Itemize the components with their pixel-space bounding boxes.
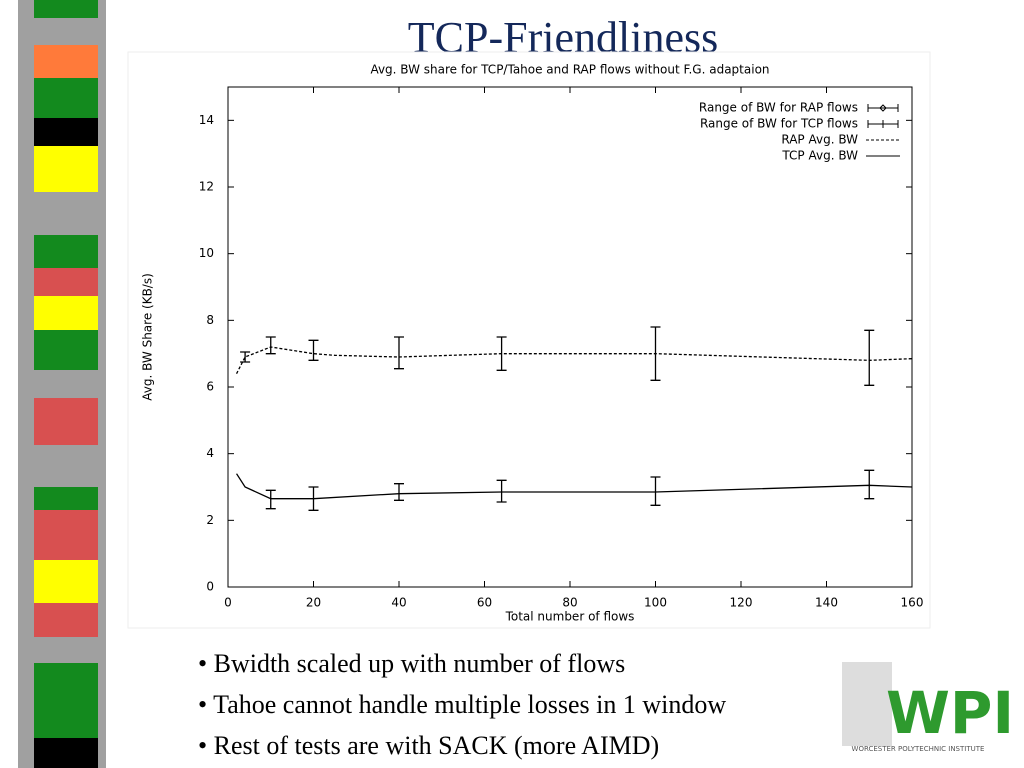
logo-mark: WPI	[886, 679, 1014, 747]
series-line	[235, 346, 913, 374]
x-tick-label: 80	[562, 596, 577, 610]
legend-label: TCP Avg. BW	[781, 149, 858, 163]
error-bar	[308, 339, 319, 361]
side-stripe	[18, 0, 106, 768]
bullet: • Bwidth scaled up with number of flows	[198, 649, 625, 678]
chart-title: Avg. BW share for TCP/Tahoe and RAP flow…	[370, 63, 769, 77]
y-tick-label: 12	[199, 180, 214, 194]
y-tick-label: 8	[206, 313, 214, 327]
x-tick-label: 100	[644, 596, 667, 610]
bullet: • Rest of tests are with SACK (more AIMD…	[198, 731, 659, 760]
logo: WPI WORCESTER POLYTECHNIC INSTITUTE	[842, 662, 1014, 753]
marker	[879, 120, 887, 128]
error-bar	[394, 483, 404, 501]
error-bar	[240, 351, 251, 363]
y-axis-label: Avg. BW Share (KB/s)	[141, 273, 155, 401]
chart-panel	[127, 51, 931, 629]
x-tick-label: 140	[815, 596, 838, 610]
error-bar	[650, 476, 661, 506]
x-tick-label: 160	[901, 596, 924, 610]
chart: Avg. BW share for TCP/Tahoe and RAP flow…	[141, 63, 924, 624]
legend-sample	[867, 104, 899, 112]
y-tick-label: 2	[206, 513, 214, 527]
x-tick-label: 20	[306, 596, 321, 610]
x-tick-label: 40	[391, 596, 406, 610]
error-bar	[265, 336, 276, 355]
x-tick-label: 60	[477, 596, 492, 610]
x-tick-label: 120	[730, 596, 753, 610]
legend-label: Range of BW for RAP flows	[699, 101, 858, 115]
error-bar	[864, 329, 875, 386]
y-tick-label: 14	[199, 113, 214, 127]
error-bar	[496, 479, 507, 503]
bullet: • Tahoe cannot handle multiple losses in…	[198, 690, 726, 719]
y-tick-label: 0	[206, 580, 214, 594]
error-bar	[265, 489, 276, 510]
legend-label: RAP Avg. BW	[781, 133, 858, 147]
error-bar	[864, 469, 875, 500]
x-tick-label: 0	[224, 596, 232, 610]
x-axis-label: Total number of flows	[505, 610, 635, 624]
y-tick-label: 6	[206, 380, 214, 394]
legend-label: Range of BW for TCP flows	[700, 117, 858, 131]
y-tick-label: 10	[199, 246, 214, 260]
y-tick-label: 4	[206, 446, 214, 460]
marker	[879, 104, 887, 112]
error-bar	[394, 336, 404, 370]
series-line	[236, 473, 913, 500]
logo-name: WORCESTER POLYTECHNIC INSTITUTE	[852, 745, 985, 753]
